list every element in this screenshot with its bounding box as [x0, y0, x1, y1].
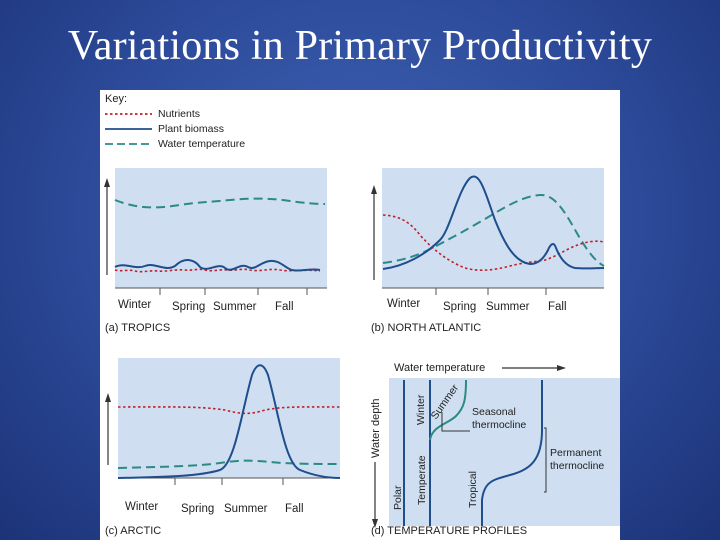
panel-temperature-profiles: Water temperature Water depth Winter Sum…	[370, 362, 620, 537]
north-atlantic-biomass-line	[382, 175, 605, 270]
tropics-season-winter: Winter	[118, 299, 151, 311]
profiles-x-arrow	[557, 365, 566, 371]
profiles-label-temperate: Temperate	[416, 455, 428, 505]
panel-north-atlantic: Winter Spring Summer Fall (b) NORTH ATLA…	[371, 168, 605, 334]
permanent-thermocline-label-line-1: Permanent	[550, 447, 601, 459]
arctic-caption: (c) ARCTIC	[105, 525, 161, 537]
panel-tropics: Winter Spring Summer Fall (a) TROPICS	[104, 168, 327, 334]
legend-temperature-label: Water temperature	[158, 138, 245, 150]
legend: Key: Nutrients Plant biomass Water tempe…	[105, 93, 245, 150]
legend-heading: Key:	[105, 93, 127, 105]
panel-arctic: Winter Spring Summer Fall (c) ARCTIC	[105, 358, 341, 537]
profiles-label-polar: Polar	[392, 485, 404, 510]
north-atlantic-season-fall: Fall	[548, 301, 567, 313]
tropics-season-summer: Summer	[213, 301, 257, 313]
arctic-nutrients-line	[117, 406, 341, 415]
profiles-temperate-summer-curve	[429, 379, 467, 441]
north-atlantic-caption: (b) NORTH ATLANTIC	[371, 322, 481, 334]
legend-biomass-label: Plant biomass	[158, 123, 224, 135]
north-atlantic-season-spring: Spring	[443, 301, 476, 313]
tropics-caption: (a) TROPICS	[105, 322, 170, 334]
tropics-y-arrow	[104, 178, 110, 187]
arctic-season-summer: Summer	[224, 503, 268, 515]
profiles-label-winter: Winter	[415, 394, 427, 425]
north-atlantic-plot-area	[382, 168, 604, 288]
legend-nutrients-label: Nutrients	[158, 108, 200, 120]
north-atlantic-nutrients-line	[382, 214, 605, 271]
north-atlantic-season-summer: Summer	[486, 301, 530, 313]
arctic-season-spring: Spring	[181, 503, 214, 515]
tropics-season-fall: Fall	[275, 301, 294, 313]
profiles-label-tropical: Tropical	[467, 471, 479, 508]
permanent-thermocline-bracket	[544, 427, 547, 493]
figure: Key: Nutrients Plant biomass Water tempe…	[100, 90, 620, 540]
north-atlantic-y-arrow	[371, 185, 377, 194]
seasonal-thermocline-bracket	[441, 412, 470, 432]
tropics-nutrients-line	[114, 268, 321, 273]
tropics-temperature-line	[114, 197, 326, 209]
tropics-season-spring: Spring	[172, 301, 205, 313]
arctic-biomass-line	[117, 364, 341, 479]
north-atlantic-temperature-line	[382, 193, 605, 267]
tropics-biomass-line	[114, 259, 321, 272]
north-atlantic-season-winter: Winter	[387, 298, 420, 310]
arctic-season-winter: Winter	[125, 501, 158, 513]
profiles-x-axis-label: Water temperature	[394, 362, 485, 374]
tropics-plot-area	[115, 168, 327, 288]
seasonal-thermocline-label-line-2: thermocline	[472, 419, 526, 431]
profiles-tropical-curve	[481, 380, 543, 526]
profiles-caption: (d) TEMPERATURE PROFILES	[371, 525, 527, 537]
arctic-y-arrow	[105, 393, 111, 402]
permanent-thermocline-label-line-2: thermocline	[550, 460, 604, 472]
slide-title: Variations in Primary Productivity	[67, 23, 653, 69]
profiles-y-axis-label: Water depth	[370, 398, 382, 458]
arctic-temperature-line	[117, 459, 341, 469]
seasonal-thermocline-label-line-1: Seasonal	[472, 406, 516, 418]
figure-svg: Key: Nutrients Plant biomass Water tempe…	[104, 93, 620, 537]
profiles-y-arrow	[372, 519, 378, 528]
arctic-season-fall: Fall	[285, 503, 304, 515]
profiles-plot-area	[389, 378, 620, 526]
